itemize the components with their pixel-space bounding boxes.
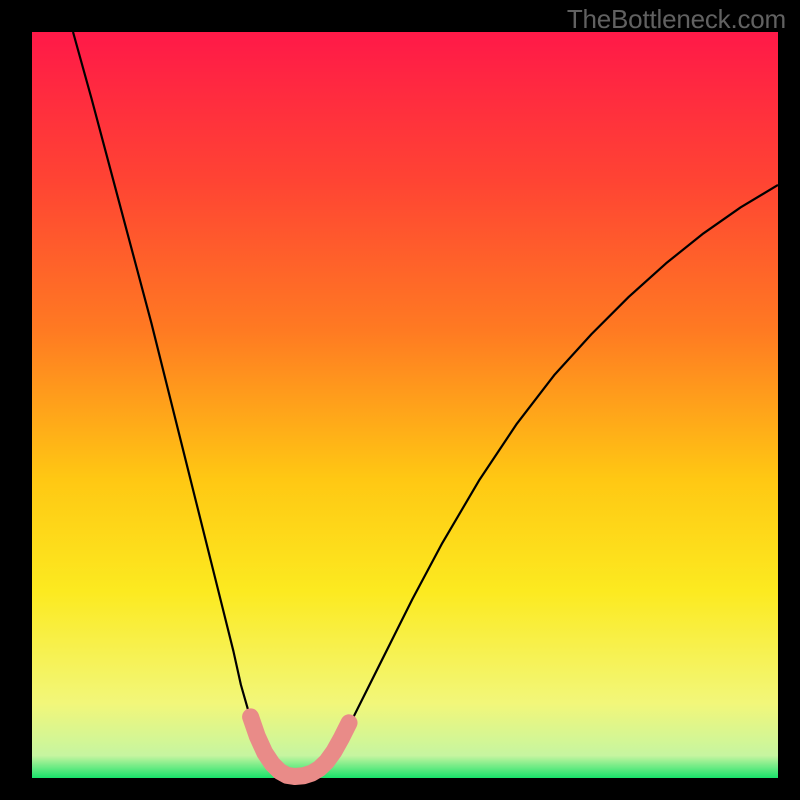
highlight-band (251, 717, 349, 777)
plot-area (32, 32, 778, 778)
bottleneck-curve (73, 32, 778, 778)
curve-layer (32, 32, 778, 778)
watermark-text: TheBottleneck.com (567, 4, 786, 35)
